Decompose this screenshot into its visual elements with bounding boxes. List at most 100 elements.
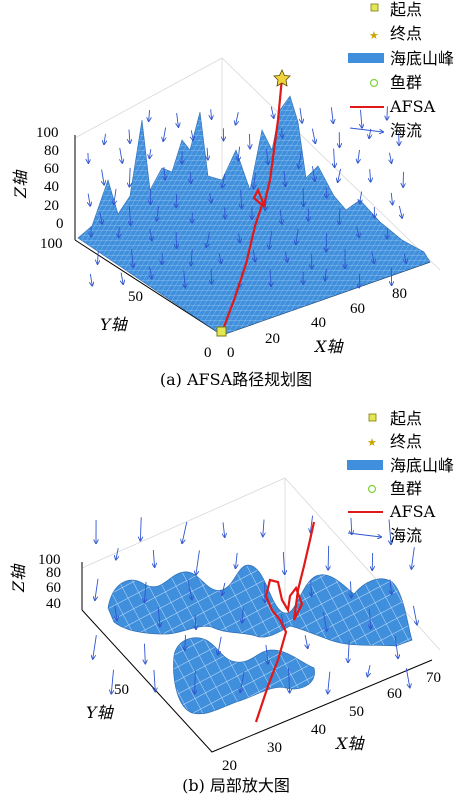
ocean-current-arrow xyxy=(405,668,410,687)
ocean-current-arrow xyxy=(163,127,165,141)
ocean-current-arrow xyxy=(115,605,117,620)
ocean-current-arrow xyxy=(129,206,130,225)
ocean-current-arrow xyxy=(210,192,212,203)
ocean-current-arrow xyxy=(369,608,370,629)
ocean-current-arrow xyxy=(288,668,289,693)
ocean-current-arrow xyxy=(132,248,134,267)
panel-b-xtick-40: 40 xyxy=(311,722,326,738)
panel-b-xtick-20: 20 xyxy=(222,758,237,774)
ocean-current-arrow xyxy=(300,107,302,123)
panel-a-ocean-current-arrows xyxy=(88,106,406,287)
ocean-current-arrow xyxy=(270,269,271,286)
panel-a-xlabel: X轴 xyxy=(313,337,344,356)
panel-b-afsa-path xyxy=(254,521,316,723)
ocean-current-arrow xyxy=(176,193,177,207)
ocean-current-arrow xyxy=(411,547,415,569)
panel-b-ztick-80: 80 xyxy=(46,565,61,581)
legend-end-swatch: ★ xyxy=(367,436,377,449)
ocean-current-arrow xyxy=(241,189,242,208)
panel-a-xtick-0: 0 xyxy=(227,345,235,361)
ocean-current-arrow xyxy=(129,167,130,187)
panel-b-zlabel: Z轴 xyxy=(9,563,28,593)
ocean-current-arrow xyxy=(269,231,273,249)
ocean-current-arrow xyxy=(236,552,238,568)
ocean-current-arrow xyxy=(338,168,342,182)
legend-current-label: 海流 xyxy=(390,526,422,545)
ocean-current-arrow xyxy=(187,579,192,599)
legend-start-swatch xyxy=(368,413,377,422)
ocean-current-arrow xyxy=(195,614,196,629)
ocean-current-arrow xyxy=(114,188,116,204)
ocean-current-arrow xyxy=(93,635,97,659)
ocean-current-arrow xyxy=(150,229,152,240)
ocean-current-arrow xyxy=(359,273,360,288)
ocean-current-arrow xyxy=(98,250,99,264)
ocean-current-arrow xyxy=(102,169,104,185)
panel-a-ytick-0: 0 xyxy=(204,345,212,361)
ocean-current-arrow xyxy=(195,670,196,694)
ocean-current-arrow xyxy=(368,665,371,676)
panel-a-start-marker xyxy=(216,326,227,337)
ocean-current-arrow xyxy=(236,112,239,124)
ocean-current-arrow xyxy=(191,130,193,140)
ocean-current-arrow xyxy=(211,109,212,119)
panel-a-ztick-40: 40 xyxy=(44,179,59,195)
ocean-current-arrow xyxy=(154,669,155,692)
panel-a-xtick-60: 60 xyxy=(350,301,365,317)
ocean-current-arrow xyxy=(348,640,349,663)
panel-a-xtick-80: 80 xyxy=(392,286,407,302)
ocean-current-arrow xyxy=(328,671,330,694)
ocean-current-arrow xyxy=(240,671,245,692)
legend-start-swatch xyxy=(370,3,379,12)
ocean-current-arrow xyxy=(223,522,225,537)
ocean-current-arrow xyxy=(249,133,250,148)
ocean-current-arrow xyxy=(196,550,200,574)
ocean-current-arrow xyxy=(390,579,392,594)
panel-b-ztick-40: 40 xyxy=(46,596,61,612)
ocean-current-arrow xyxy=(144,643,145,664)
panel-a-ztick-60: 60 xyxy=(44,161,59,177)
panel-b-ztick-60: 60 xyxy=(46,580,61,596)
panel-a-ztick-100: 100 xyxy=(36,125,59,141)
ocean-current-arrow xyxy=(389,519,391,545)
ocean-current-arrow xyxy=(263,519,264,537)
ocean-current-arrow xyxy=(358,149,360,163)
ocean-current-arrow xyxy=(119,226,120,237)
panel-a-ylabel: Y轴 xyxy=(100,315,129,334)
ocean-current-arrow xyxy=(404,253,406,263)
panel-a-xtick-40: 40 xyxy=(311,315,326,331)
ocean-current-arrow xyxy=(328,545,329,570)
ocean-current-arrow xyxy=(350,581,351,597)
ocean-current-arrow xyxy=(153,549,154,567)
ocean-current-arrow xyxy=(185,635,186,650)
ocean-current-arrow xyxy=(222,173,225,188)
legend-fish-swatch xyxy=(369,78,379,88)
ocean-current-arrow xyxy=(326,233,327,251)
ocean-current-arrow xyxy=(331,107,333,123)
panel-a-ztick-0: 0 xyxy=(56,216,64,232)
ocean-current-arrow xyxy=(206,231,211,247)
ocean-current-arrow xyxy=(271,106,273,118)
ocean-current-arrow xyxy=(95,578,99,600)
panel-a-end-marker xyxy=(273,69,291,87)
ocean-current-arrow xyxy=(311,580,312,596)
panel-a-caption: (a) AFSA路径规划图 xyxy=(160,370,312,389)
panel-b: 20 30 40 50 60 70 50 40 60 80 100 X轴 Y轴 … xyxy=(9,409,454,795)
ocean-current-arrow xyxy=(184,270,185,287)
panel-a-zlabel: Z轴 xyxy=(11,169,30,199)
ocean-current-arrow xyxy=(121,272,123,284)
ocean-current-arrow xyxy=(322,612,326,631)
ocean-current-arrow xyxy=(339,208,340,224)
panel-b-ocean-current-arrows xyxy=(93,515,417,694)
panel-b-seafloor-front-lobe xyxy=(173,637,315,715)
ocean-current-arrow xyxy=(191,249,192,265)
ocean-current-arrow xyxy=(387,106,388,119)
ocean-current-arrow xyxy=(394,636,398,658)
ocean-current-arrow xyxy=(266,644,268,664)
panel-b-ytick-50: 50 xyxy=(114,682,129,698)
ocean-current-arrow xyxy=(239,233,240,242)
legend-end-label: 终点 xyxy=(390,432,422,451)
panel-a-xtick-20: 20 xyxy=(265,331,280,347)
panel-b-caption: (b) 局部放大图 xyxy=(182,776,290,795)
panel-a-ztick-20: 20 xyxy=(44,198,59,214)
